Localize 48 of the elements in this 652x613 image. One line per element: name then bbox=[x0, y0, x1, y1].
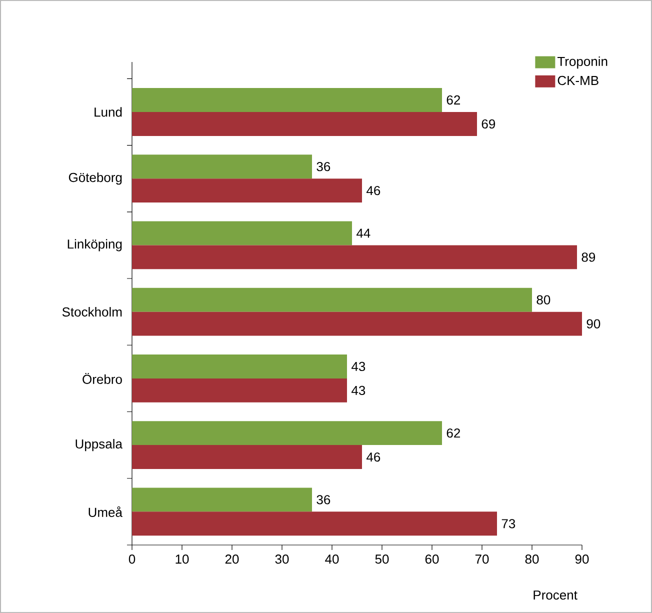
y-tick-label: Linköping bbox=[68, 239, 122, 252]
x-tick-label: 20 bbox=[225, 554, 239, 564]
data-label: 46 bbox=[366, 452, 380, 462]
bar bbox=[132, 354, 347, 378]
x-tick-label: 0 bbox=[128, 554, 136, 564]
bar bbox=[132, 488, 312, 512]
y-tick-label: Stockholm bbox=[62, 307, 122, 317]
bar bbox=[132, 312, 582, 336]
y-tick-label: Uppsala bbox=[76, 439, 122, 452]
legend-label: CK-MB bbox=[558, 76, 598, 86]
data-label: 36 bbox=[316, 162, 330, 172]
data-label: 36 bbox=[316, 495, 330, 504]
bar bbox=[132, 88, 442, 112]
x-tick-label: 70 bbox=[475, 554, 489, 564]
y-tick-label: Göteborg bbox=[68, 172, 122, 185]
y-tick-label: Umeå bbox=[88, 506, 122, 517]
data-label: 89 bbox=[582, 252, 596, 262]
y-tick-label: Lund bbox=[94, 107, 122, 117]
data-label: 69 bbox=[482, 119, 496, 129]
x-tick-label: 30 bbox=[275, 554, 289, 564]
bar bbox=[132, 445, 362, 470]
bar bbox=[132, 221, 352, 246]
legend-label: Troponin bbox=[557, 56, 608, 69]
data-label: 43 bbox=[352, 362, 366, 372]
data-label: 80 bbox=[536, 295, 550, 304]
x-axis-title: Procent bbox=[534, 590, 578, 600]
bar bbox=[132, 245, 577, 270]
x-tick-label: 10 bbox=[176, 554, 189, 564]
x-tick-label: 50 bbox=[375, 554, 389, 564]
x-tick-label: 90 bbox=[575, 554, 589, 564]
x-tick-label: 40 bbox=[325, 554, 339, 564]
y-tick-label: Örebro bbox=[82, 372, 122, 384]
bar bbox=[132, 512, 497, 536]
x-tick-label: 60 bbox=[425, 554, 439, 564]
data-label: 73 bbox=[502, 519, 516, 528]
data-label: 43 bbox=[352, 386, 366, 396]
bar bbox=[132, 421, 442, 446]
bar bbox=[132, 112, 477, 136]
bar bbox=[132, 178, 362, 203]
data-label: 46 bbox=[366, 186, 380, 196]
bar bbox=[132, 378, 347, 402]
bar bbox=[132, 154, 312, 179]
data-label: 90 bbox=[586, 319, 600, 328]
data-label: 62 bbox=[446, 428, 460, 438]
data-label: 44 bbox=[356, 228, 370, 238]
data-label: 62 bbox=[446, 95, 460, 105]
x-tick-label: 80 bbox=[525, 554, 539, 564]
bar bbox=[132, 288, 532, 312]
